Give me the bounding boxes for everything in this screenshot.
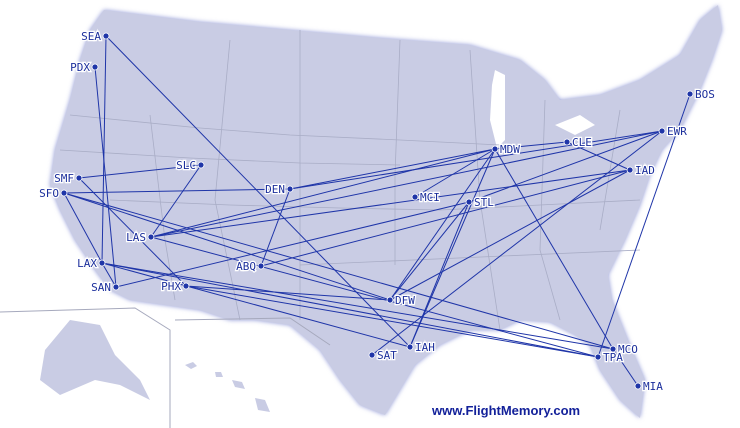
route-mdw-iah (409, 148, 496, 348)
airport-label-den: DEN (265, 183, 285, 196)
route-den-mdw (289, 148, 496, 190)
route-stl-dfw (389, 201, 470, 301)
route-stl-ewr (468, 130, 663, 203)
routes (63, 35, 691, 387)
airport-dot-mia[interactable] (634, 382, 642, 390)
route-mci-mdw (414, 148, 496, 198)
airport-dot-phx[interactable] (182, 282, 190, 290)
airport-label-iad: IAD (635, 164, 655, 177)
route-lax-mco (101, 262, 614, 350)
route-stl-iah (409, 201, 470, 348)
route-lax-tpa (101, 262, 599, 358)
route-lax-san (101, 262, 117, 288)
airport-label-lax: LAX (77, 257, 97, 270)
route-mco-mia (612, 348, 639, 387)
route-sfo-mco (63, 192, 614, 350)
airport-dot-ewr[interactable] (658, 127, 666, 135)
route-ewr-sat (371, 130, 663, 356)
route-las-tpa (150, 236, 599, 358)
route-cle-mdw (494, 141, 568, 150)
airport-dot-mdw[interactable] (491, 145, 499, 153)
route-sea-lax (101, 35, 107, 264)
airport-label-san: SAN (91, 281, 111, 294)
airport-dot-slc[interactable] (197, 161, 205, 169)
route-cle-iad (566, 141, 631, 171)
route-las-mdw (150, 148, 496, 238)
route-las-ewr (150, 130, 663, 238)
airport-dot-dfw[interactable] (386, 296, 394, 304)
airport-dot-cle[interactable] (563, 138, 571, 146)
airport-dot-mci[interactable] (411, 193, 419, 201)
route-sea-iah (105, 35, 411, 348)
airport-label-abq: ABQ (236, 260, 256, 273)
route-mdw-dfw (389, 148, 496, 301)
route-sfo-dfw (63, 192, 391, 301)
airport-label-mdw: MDW (500, 143, 520, 156)
airport-label-mia: MIA (643, 380, 663, 393)
airport-dot-iah[interactable] (406, 343, 414, 351)
airport-dot-abq[interactable] (257, 262, 265, 270)
airport-label-las: LAS (126, 231, 146, 244)
airports: SEA PDX SMF SFO SLC LAS LAX SAN PHX DEN ABQ MCI STL M… (38, 29, 716, 395)
airport-dot-tpa[interactable] (594, 353, 602, 361)
route-bos-tpa (597, 93, 691, 358)
airport-label-sfo: SFO (39, 187, 59, 200)
airport-dot-sat[interactable] (368, 351, 376, 359)
route-slc-las (150, 164, 202, 238)
route-pdx-san (94, 66, 117, 288)
airport-label-mci: MCI (420, 191, 440, 204)
airport-label-tpa: TPA (603, 351, 623, 364)
airport-dot-stl[interactable] (465, 198, 473, 206)
route-sfo-lax (63, 192, 103, 264)
airport-label-cle: CLE (572, 136, 592, 149)
inset-borders (0, 307, 331, 428)
airport-label-stl: STL (474, 196, 494, 209)
route-abq-iad (260, 169, 631, 267)
airport-label-pdx: PDX (70, 61, 90, 74)
route-smf-slc (78, 164, 202, 179)
airport-dot-lax[interactable] (98, 259, 106, 267)
route-mdw-mco (494, 148, 614, 350)
land (40, 5, 722, 418)
airport-label-smf: SMF (54, 172, 74, 185)
airport-dot-bos[interactable] (686, 90, 694, 98)
airport-label-slc: SLC (176, 159, 196, 172)
airport-dot-san[interactable] (112, 283, 120, 291)
airport-label-phx: PHX (161, 280, 181, 293)
route-san-stl (115, 201, 470, 288)
airport-label-ewr: EWR (667, 125, 687, 138)
route-den-abq (260, 188, 291, 267)
route-phx-dfw (185, 285, 391, 301)
airport-dot-iad[interactable] (626, 166, 634, 174)
route-smf-phx (78, 177, 187, 287)
airport-label-sat: SAT (377, 349, 397, 362)
state-borders (59, 30, 641, 331)
airport-label-dfw: DFW (395, 294, 415, 307)
airport-dot-mco[interactable] (609, 345, 617, 353)
airport-label-bos: BOS (695, 88, 715, 101)
route-las-iad (150, 169, 631, 238)
airport-dot-pdx[interactable] (91, 63, 99, 71)
airport-dot-las[interactable] (147, 233, 155, 241)
route-sfo-den (63, 188, 291, 194)
route-lax-iah (101, 262, 411, 348)
route-phx-tpa (185, 285, 599, 358)
airport-dot-sea[interactable] (102, 32, 110, 40)
airport-dot-sfo[interactable] (60, 189, 68, 197)
airport-dot-den[interactable] (286, 185, 294, 193)
watermark[interactable]: www.FlightMemory.com (432, 403, 581, 418)
airport-label-iah: IAH (415, 341, 435, 354)
airport-dot-smf[interactable] (75, 174, 83, 182)
airport-label-sea: SEA (81, 30, 101, 43)
route-iad-dfw (389, 169, 631, 301)
airport-label-mco: MCO (618, 343, 638, 356)
